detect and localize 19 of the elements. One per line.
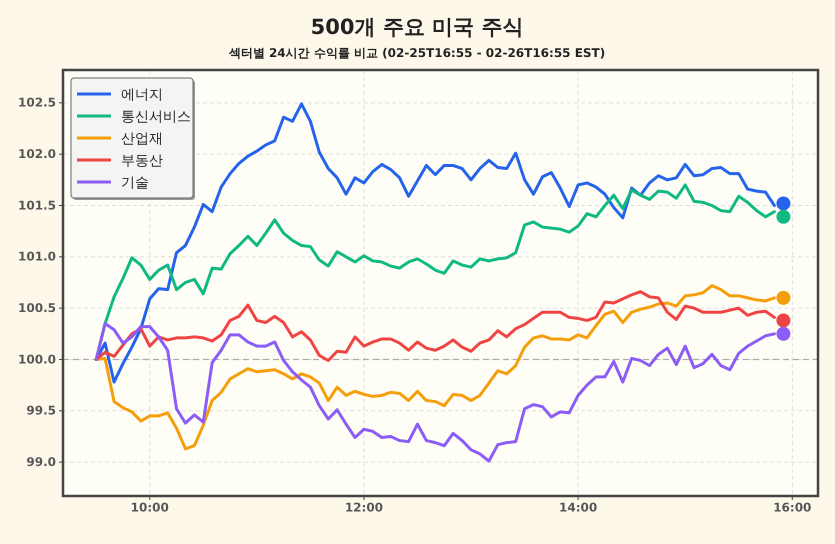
legend-label: 산업재: [121, 131, 163, 147]
y-tick-label: 101.5: [18, 198, 56, 212]
x-tick-label: 16:00: [773, 500, 812, 515]
chart-subtitle: 섹터별 24시간 수익률 비교 (02-25T16:55 - 02-26T16:55 EST): [228, 46, 606, 60]
legend-label: 부동산: [121, 153, 163, 169]
legend-label: 통신서비스: [121, 109, 191, 125]
x-tick-label: 12:00: [344, 500, 384, 515]
y-tick-label: 102.5: [18, 96, 56, 110]
y-tick-label: 100.0: [18, 352, 56, 366]
y-tick-label: 100.5: [18, 300, 56, 315]
y-tick-label: 102.0: [18, 147, 56, 162]
y-tick-label: 99.5: [26, 404, 56, 418]
chart-title: 500개 주요 미국 주식: [310, 15, 524, 39]
legend-label: 기술: [121, 175, 149, 191]
legend-label: 에너지: [121, 87, 163, 103]
x-tick-label: 10:00: [130, 500, 169, 515]
x-tick-label: 14:00: [559, 500, 598, 515]
y-tick-label: 99.0: [26, 454, 56, 469]
y-tick-label: 101.0: [18, 250, 56, 264]
